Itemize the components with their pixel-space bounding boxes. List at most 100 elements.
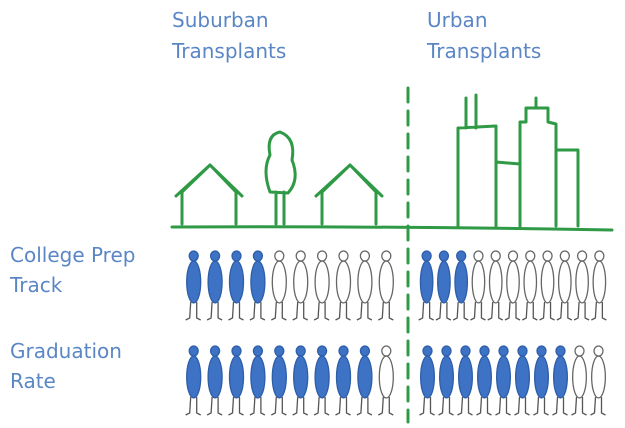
figure-head [594,250,605,262]
figure-body [477,355,492,399]
figure-legs [487,301,504,321]
figure [249,345,266,416]
figure-head [252,345,264,357]
figure-body [523,260,538,304]
figure-head [593,345,604,357]
figure-head [188,250,199,262]
figure-legs [590,396,606,416]
figure [313,250,330,321]
figure-legs [419,396,435,416]
figure-head [576,250,588,262]
figure-head [209,345,221,357]
figure-body [420,355,435,399]
figure-head [381,345,392,357]
figure [457,345,473,416]
figure-head [316,345,328,357]
figure-head [555,345,566,357]
figure-body [271,260,287,304]
figure-legs [228,301,244,321]
figure-body [458,355,473,399]
column-label: Urban [427,8,488,32]
figure-head [359,250,371,262]
figure-legs [313,396,330,416]
figure-legs [452,301,469,321]
figure-legs [206,396,223,416]
figure-head [473,250,484,262]
figure-head [295,345,306,357]
figure-head [438,250,450,262]
figure-body [271,355,287,399]
figure-head [274,345,285,357]
figure-legs [185,396,201,416]
figure-head [559,250,570,262]
figure-legs [271,396,287,416]
column-label: Transplants [171,39,286,63]
figure-head [574,345,585,357]
figure [185,345,202,416]
figure-body [335,260,352,304]
figure [438,345,454,416]
figure-legs [435,301,452,321]
figure [487,250,504,321]
figure-legs [335,301,351,321]
figure-head [441,345,452,357]
figure-body [572,355,587,399]
figure [435,250,452,321]
figure [552,345,568,416]
figure-body [207,260,223,304]
figure-body [250,260,266,304]
figure-body [454,260,469,304]
figure [452,250,469,321]
figure-head [209,250,221,262]
figure-legs [206,301,223,321]
figure-body [534,355,549,399]
figure-head [456,250,467,262]
figure-body [250,355,266,399]
figure [591,250,607,321]
figure-head [542,250,553,262]
figure-body [488,260,503,304]
figure-legs [185,301,201,321]
figure-body [506,260,520,304]
figure-legs [228,396,244,416]
figure-legs [533,396,549,416]
figure-legs [470,301,486,321]
figure-body [228,260,245,304]
figure [590,345,606,416]
figure [476,345,492,416]
figure [271,345,287,416]
figure-body [335,355,352,399]
figure [556,250,573,321]
figure-body [357,355,373,399]
figure-body [293,355,309,399]
figure-legs [249,301,266,321]
figure-legs [292,396,308,416]
figure-legs [457,396,473,416]
figure-legs [356,396,373,416]
figure-body [378,355,394,399]
figure-head [188,345,199,357]
figure-head [422,345,433,357]
figure-body [592,260,607,304]
figure-legs [476,396,492,416]
figure [378,250,394,321]
figure [335,250,352,321]
figure [228,345,245,416]
figure-head [479,345,490,357]
row-label: Track [9,273,63,297]
figure-head [338,250,349,262]
figure-body [471,260,486,304]
figure [539,250,555,321]
figure-legs [495,396,511,416]
figure [292,250,309,321]
figure [271,250,287,321]
figure [378,345,394,416]
figure-head [231,250,242,262]
figure-body [228,355,245,399]
figure-head [421,250,432,262]
figure-body [496,355,511,399]
figure [185,250,202,321]
figure-body [186,355,202,399]
figure [470,250,486,321]
